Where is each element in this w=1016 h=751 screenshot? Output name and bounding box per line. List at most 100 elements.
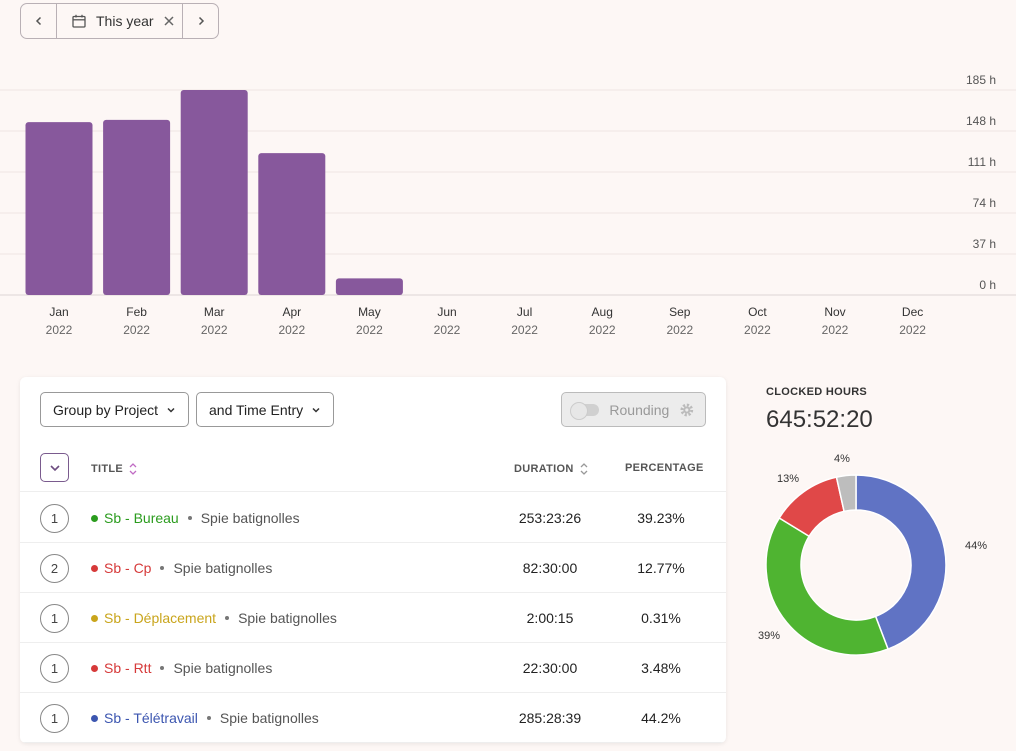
y-tick-label: 0 h: [979, 278, 996, 292]
x-year-label: 2022: [744, 323, 771, 337]
date-range-label: This year: [96, 13, 154, 29]
chevron-down-icon: [49, 464, 60, 471]
duration-cell: 82:30:00: [522, 560, 578, 576]
clocked-hours-label: CLOCKED HOURS: [766, 386, 868, 398]
client-name: Spie batignolles: [200, 510, 300, 526]
month-bar[interactable]: [25, 122, 93, 295]
x-month-label: Apr: [282, 305, 301, 319]
row-title: Sb - Rtt Spie batignolles: [91, 643, 272, 693]
client-name: Spie batignolles: [219, 710, 319, 726]
monthly-hours-chart: 0 h 37 h 74 h 111 h 148 h 185 h Jan 2022 Feb 2022…: [0, 73, 1016, 337]
duration-cell: 22:30:00: [522, 660, 578, 676]
project-name: Sb - Cp: [104, 560, 152, 576]
next-period-button[interactable]: [183, 4, 218, 38]
clocked-hours-total: 645:52:20: [766, 406, 873, 433]
project-color-dot: [91, 514, 98, 522]
group-by-select[interactable]: Group by Project: [40, 392, 190, 427]
sort-icon: [580, 463, 588, 475]
percentage-cell: 3.48%: [641, 660, 681, 676]
x-year-label: 2022: [589, 323, 616, 337]
chevron-down-icon: [167, 407, 175, 413]
y-tick-label: 148 h: [966, 114, 996, 128]
month-bar[interactable]: [180, 90, 248, 295]
x-month-label: Feb: [126, 305, 147, 319]
x-month-label: Jun: [437, 305, 456, 319]
project-name: Sb - Rtt: [104, 660, 152, 676]
entry-count-badge[interactable]: 1: [40, 704, 69, 733]
entry-count-badge[interactable]: 1: [40, 504, 69, 533]
previous-period-button[interactable]: [21, 4, 56, 38]
separator-dot: [187, 516, 192, 520]
x-month-label: Jul: [517, 305, 532, 319]
x-year-label: 2022: [278, 323, 305, 337]
entry-count-badge[interactable]: 1: [40, 654, 69, 683]
x-month-label: Dec: [902, 305, 923, 319]
month-bar[interactable]: [258, 153, 326, 295]
duration-cell: 285:28:39: [518, 710, 582, 726]
x-year-label: 2022: [123, 323, 150, 337]
x-month-label: Jan: [49, 305, 68, 319]
rounding-toggle[interactable]: [569, 401, 600, 420]
x-month-label: Oct: [748, 305, 767, 319]
chevron-left-icon: [35, 16, 41, 26]
x-year-label: 2022: [46, 323, 73, 337]
table-row[interactable]: 1 Sb - Télétravail Spie batignolles 285:…: [20, 693, 726, 743]
table-row[interactable]: 1 Sb - Déplacement Spie batignolles 2:00…: [20, 593, 726, 643]
client-name: Spie batignolles: [173, 660, 273, 676]
table-row[interactable]: 1 Sb - Bureau Spie batignolles 253:23:26…: [20, 493, 726, 543]
x-month-label: Sep: [669, 305, 691, 319]
rounding-control: Rounding: [561, 392, 706, 427]
donut-slice[interactable]: [855, 474, 947, 651]
x-year-label: 2022: [666, 323, 693, 337]
project-color-dot: [91, 564, 98, 572]
chevron-down-icon: [312, 407, 320, 413]
row-title: Sb - Bureau Spie batignolles: [91, 493, 300, 543]
x-month-label: Mar: [204, 305, 225, 319]
donut-slice[interactable]: [765, 516, 890, 656]
duration-header-label: DURATION: [514, 463, 574, 475]
title-header-label: TITLE: [91, 463, 124, 475]
separator-dot: [225, 616, 230, 620]
x-year-label: 2022: [434, 323, 461, 337]
x-year-label: 2022: [899, 323, 926, 337]
then-by-value: and Time Entry: [209, 401, 304, 418]
group-by-value: Group by Project: [53, 401, 159, 418]
row-title: Sb - Déplacement Spie batignolles: [91, 593, 337, 643]
percentage-cell: 39.23%: [637, 510, 685, 526]
chevron-right-icon: [198, 16, 204, 26]
row-title: Sb - Cp Spie batignolles: [91, 543, 272, 593]
project-color-dot: [91, 664, 98, 672]
then-by-select[interactable]: and Time Entry: [196, 392, 335, 427]
x-month-label: May: [358, 305, 381, 319]
percentage-header-label: PERCENTAGE: [625, 462, 704, 474]
donut-slice-label: 4%: [834, 453, 850, 465]
separator-dot: [160, 566, 165, 570]
month-bar[interactable]: [335, 278, 403, 295]
client-name: Spie batignolles: [173, 560, 273, 576]
table-row[interactable]: 2 Sb - Cp Spie batignolles 82:30:00 12.7…: [20, 543, 726, 593]
table-header: TITLE DURATION PERCENTAGE: [20, 450, 726, 492]
gear-icon[interactable]: [679, 402, 695, 418]
rounding-label: Rounding: [609, 401, 670, 418]
y-tick-label: 74 h: [973, 196, 996, 210]
calendar-icon: [72, 14, 86, 28]
donut-slice[interactable]: [835, 474, 857, 513]
table-row[interactable]: 1 Sb - Rtt Spie batignolles 22:30:00 3.4…: [20, 643, 726, 693]
separator-dot: [206, 716, 211, 720]
clear-range-button[interactable]: [164, 16, 174, 26]
expand-all-button[interactable]: [40, 453, 69, 482]
sort-icon: [129, 463, 137, 475]
x-year-label: 2022: [511, 323, 538, 337]
percentage-column-header: PERCENTAGE: [625, 462, 704, 474]
x-month-label: Aug: [592, 305, 613, 319]
date-range-selector[interactable]: This year: [56, 4, 183, 38]
month-bar[interactable]: [103, 119, 171, 295]
duration-column-header[interactable]: DURATION: [514, 462, 588, 476]
entry-count-badge[interactable]: 2: [40, 554, 69, 583]
entry-count-badge[interactable]: 1: [40, 604, 69, 633]
title-column-header[interactable]: TITLE: [91, 462, 137, 476]
client-name: Spie batignolles: [238, 610, 337, 626]
percentage-cell: 12.77%: [637, 560, 685, 576]
x-month-label: Nov: [824, 305, 845, 319]
donut-slice-label: 44%: [965, 540, 987, 552]
